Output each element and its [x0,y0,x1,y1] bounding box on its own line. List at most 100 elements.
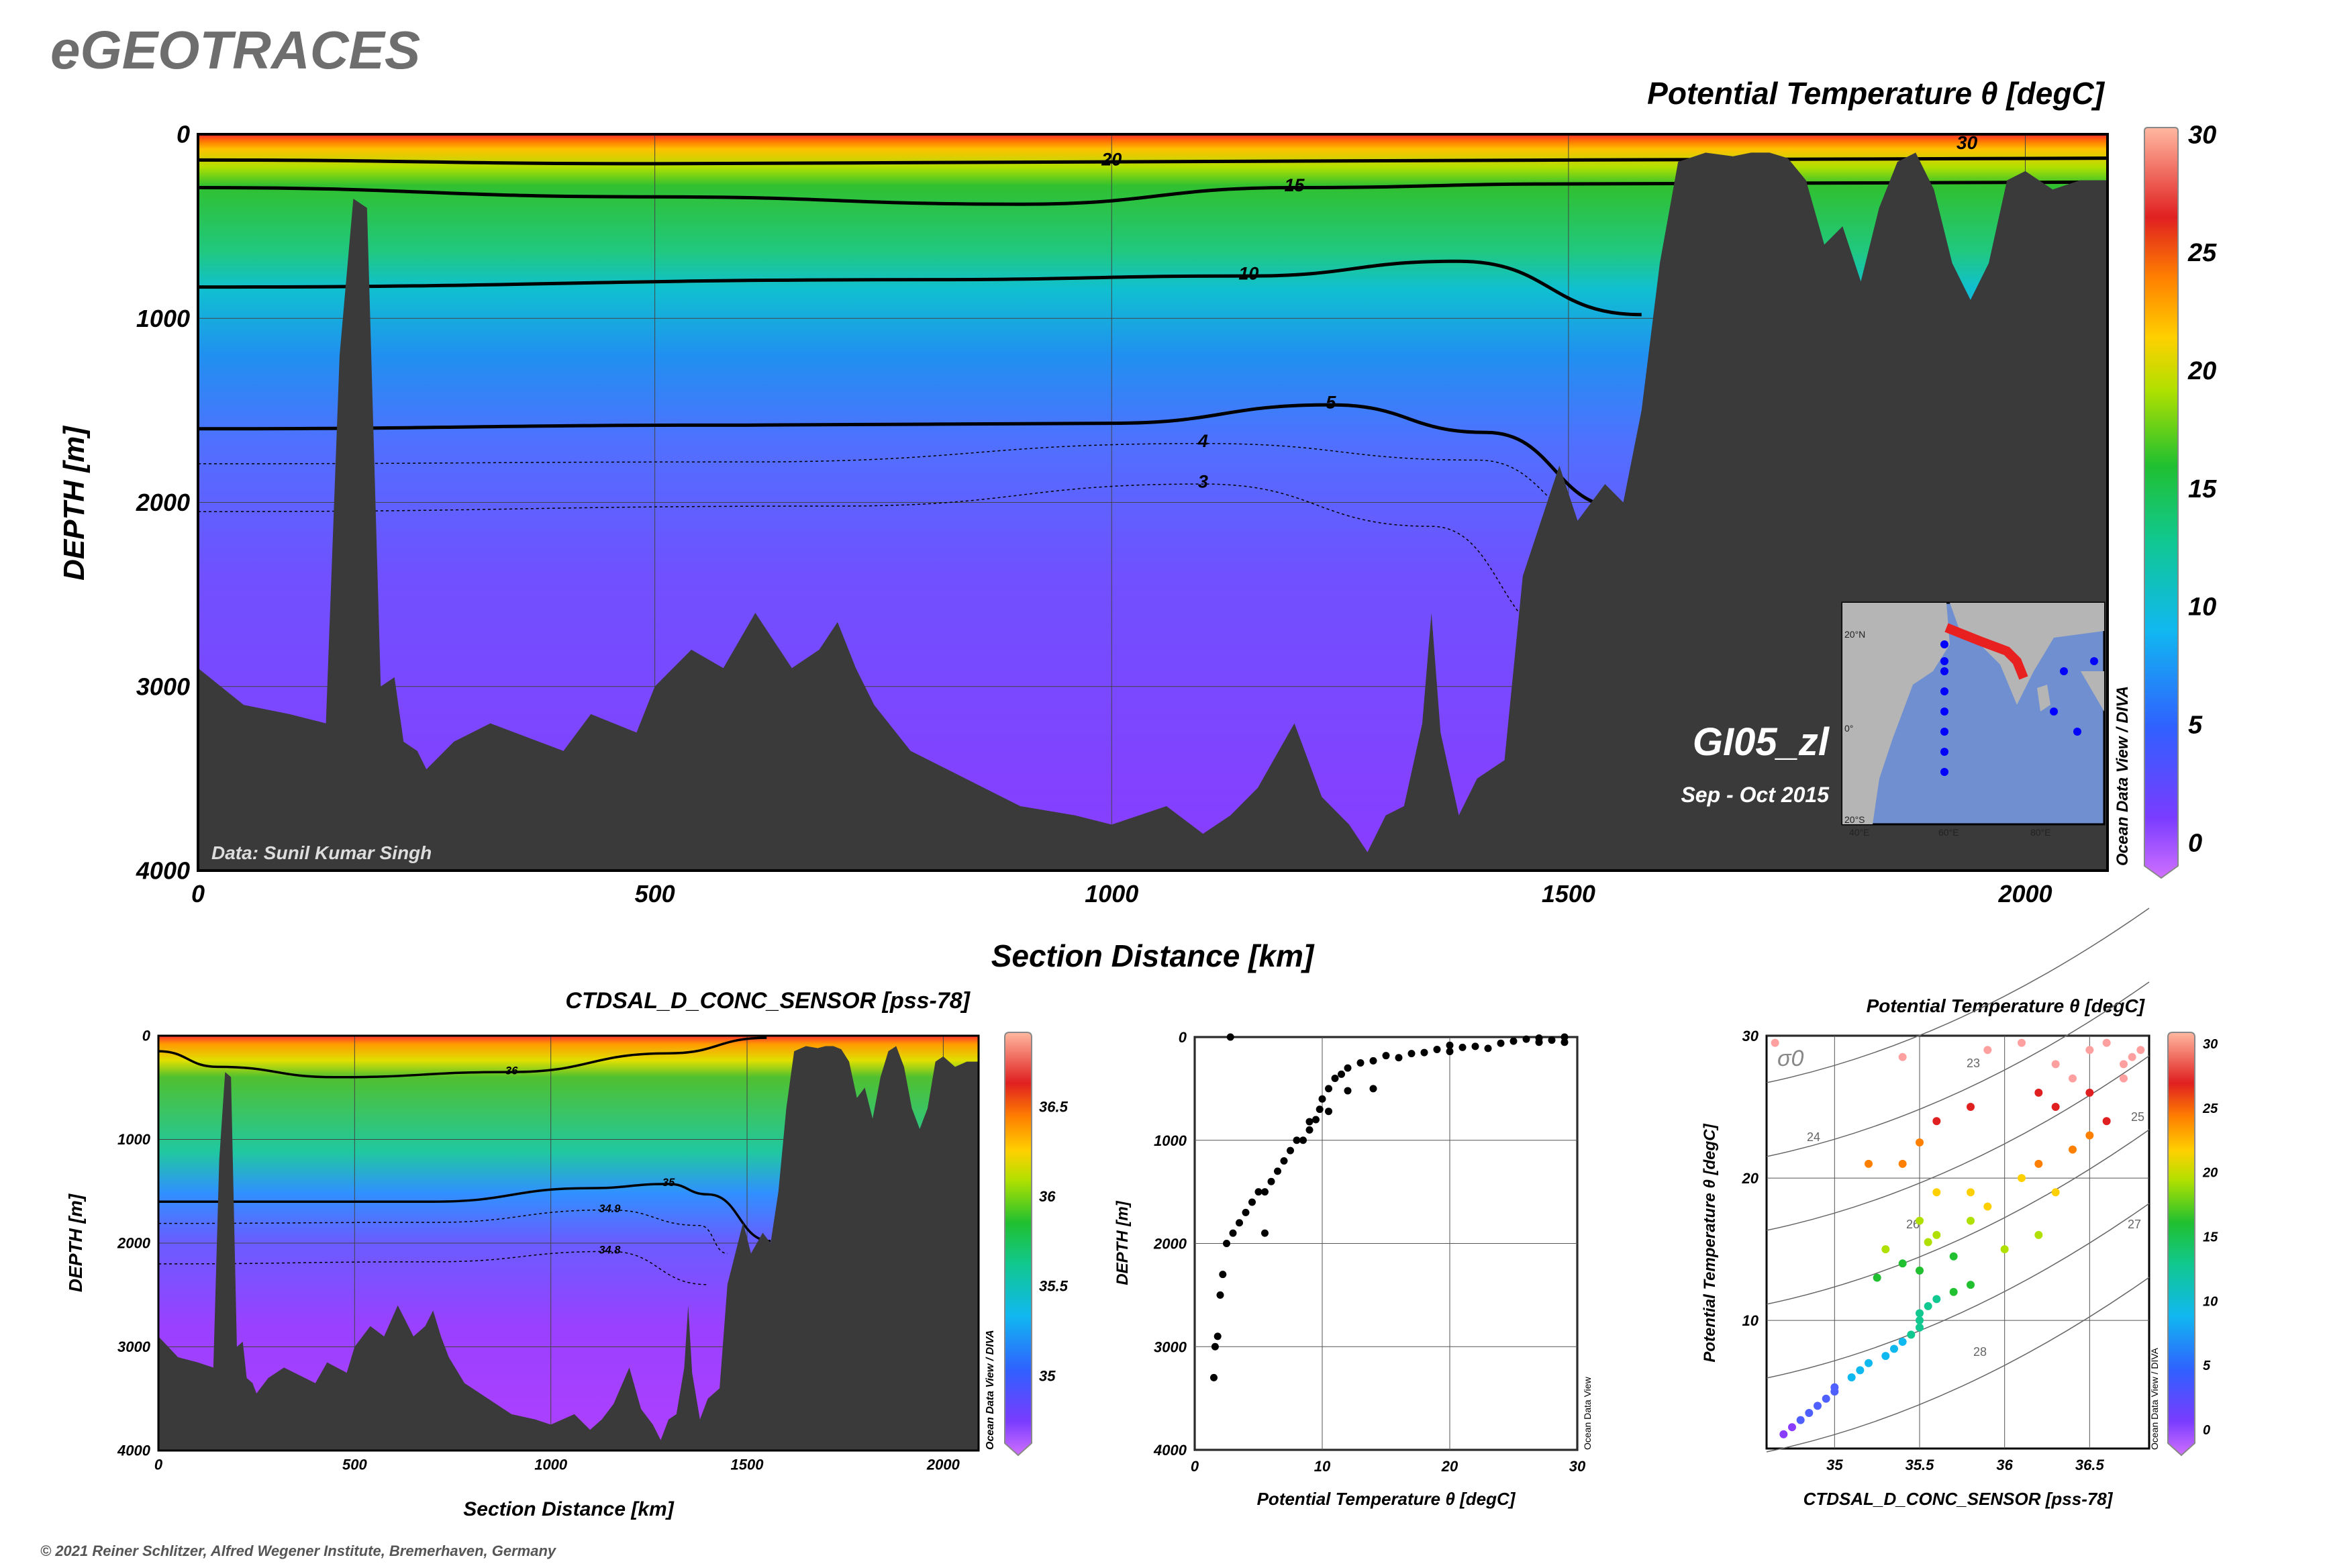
sal-tick-labels: 0 500 1000 1500 2000 0 1000 2000 3000 4000 [117,1028,960,1473]
y-tick-label: 4000 [1153,1442,1187,1459]
profile-point [1223,1240,1230,1247]
ts-point [1949,1252,1958,1261]
station-dot [2090,657,2098,665]
prof-grid [1194,1036,1578,1451]
colorbar-tick-label: 15 [2188,475,2217,503]
ts-point [2085,1131,2094,1140]
ts-point [2051,1188,2060,1197]
y-tick-label: 0 [1179,1029,1187,1046]
ts-point [1967,1216,1975,1225]
profile-point [1407,1050,1416,1058]
main-bathymetry [198,152,2108,871]
profile-point [1261,1188,1269,1196]
profile-point [1382,1052,1390,1060]
isopycnal-label: 28 [1973,1345,1987,1359]
profile-point [1356,1059,1365,1067]
profile-point [1446,1048,1454,1056]
ts-tick-labels: 35 35.5 36 36.5 10 20 30 [1742,1028,2105,1473]
ts-point [1907,1330,1916,1339]
prof-points [1210,1033,1569,1381]
ts-point [1932,1117,1941,1126]
profile-point [1229,1229,1237,1237]
y-tick-label: 1000 [136,305,190,332]
profile-point [1242,1208,1250,1216]
isopycnal-line [1766,908,2150,1083]
profile-point [1535,1034,1543,1042]
x-tick-label: 36 [1996,1457,2013,1473]
sal-contours: 36 35 34.9 34.8 [158,1036,771,1285]
ts-point [1873,1273,1881,1282]
ts-point [1967,1103,1975,1112]
ts-point [1771,1038,1779,1047]
contour-line [198,403,1624,510]
y-tick-label: 2000 [1153,1236,1187,1253]
x-tick-label: 0 [191,880,205,908]
profile-point [1274,1167,1281,1175]
station-dot [1940,657,1948,665]
profile-point [1280,1157,1288,1165]
station-dot [1940,728,1948,736]
profile-point [1316,1106,1324,1114]
profile-point [1522,1035,1530,1043]
ts-point [1779,1430,1788,1438]
ts-point [2000,1245,2009,1254]
map-lon-60e: 60°E [1938,827,1959,838]
ts-point [1932,1295,1941,1304]
ts-point [1898,1159,1907,1168]
ts-point [2085,1046,2094,1055]
x-tick-label: 1000 [534,1457,568,1473]
profile-point [1344,1087,1352,1095]
contour-label: 5 [1326,393,1336,413]
ts-point [1881,1352,1890,1361]
y-tick-label: 3000 [1154,1338,1187,1355]
y-tick-label: 30 [1742,1028,1759,1044]
y-tick-label: 1000 [117,1131,151,1148]
data-credit: Data: Sunil Kumar Singh [211,842,432,863]
profile-point [1214,1332,1222,1340]
colorbar-tick-label: 36.5 [1039,1098,1069,1115]
sal-title: CTDSAL_D_CONC_SENSOR [pss-78] [565,988,971,1014]
x-tick-label: 35.5 [1905,1457,1935,1473]
ts-point [1830,1383,1839,1391]
profile-point [1509,1037,1518,1045]
y-tick-label: 4000 [136,857,190,885]
x-tick-label: 2000 [1997,880,2052,908]
isopycnal-line [1766,1203,2150,1379]
ts-point [2034,1159,2043,1168]
main-ylabel: DEPTH [m] [58,426,91,581]
ts-point [1898,1052,1907,1061]
station-dot [1940,768,1948,776]
isopycnal-line [1766,981,2150,1157]
colorbar-tick-label: 35 [1039,1367,1056,1384]
map-lat-20n: 20°N [1844,629,1865,640]
salinity-section-plot: CTDSAL_D_CONC_SENSOR [pss-78] 36 35 34.9 34… [65,988,1069,1520]
x-tick-label: 10 [1314,1458,1331,1475]
y-tick-label: 1000 [1154,1132,1187,1149]
colorbar-tick-label: 35.5 [1039,1278,1069,1295]
profile-point [1446,1041,1454,1049]
sal-bathymetry [158,1046,979,1451]
prof-xlabel: Potential Temperature θ [degC] [1257,1489,1516,1509]
colorbar-tick-label: 10 [2203,1294,2218,1309]
profile-point [1293,1136,1301,1144]
profile-point [1210,1373,1218,1381]
profile-point [1325,1108,1332,1116]
sal-xlabel: Section Distance [km] [463,1498,674,1520]
profile-point [1369,1057,1377,1065]
isopycnal-line [1766,1129,2150,1305]
station-dot [1940,667,1948,675]
y-tick-label: 2000 [136,489,190,516]
ts-point [1865,1159,1873,1168]
y-tick-label: 2000 [117,1235,151,1252]
map-lon-80e: 80°E [2030,827,2051,838]
isopycnal-label: 27 [2128,1218,2141,1231]
cruise-label: GI05_zl [1693,720,1830,764]
ts-point [1805,1408,1814,1417]
profile-point [1458,1043,1467,1051]
ts-point [2120,1074,2128,1083]
profile-point [1548,1036,1556,1044]
x-tick-label: 0 [154,1457,163,1473]
contour-line [198,442,1614,529]
